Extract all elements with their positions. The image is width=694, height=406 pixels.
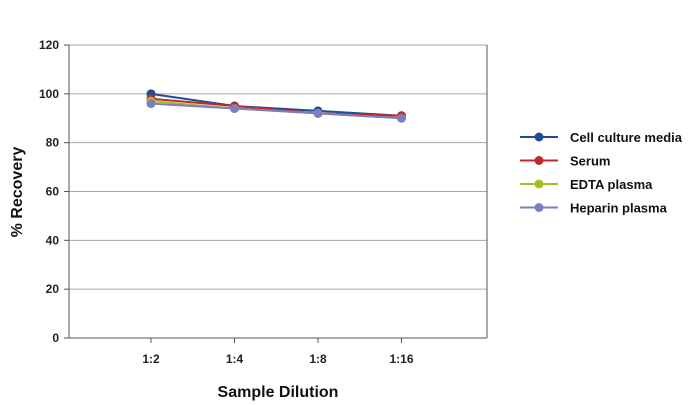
y-tick-label: 40 bbox=[46, 233, 60, 247]
x-tick-label: 1:4 bbox=[226, 352, 244, 366]
legend-label: EDTA plasma bbox=[570, 177, 653, 192]
x-tick-labels: 1:2 1:4 1:8 1:16 bbox=[142, 352, 414, 366]
y-tick-label: 80 bbox=[46, 136, 60, 150]
y-tick-label: 60 bbox=[46, 185, 60, 199]
legend-swatch-marker bbox=[534, 179, 544, 189]
data-point bbox=[397, 113, 406, 123]
y-tick-label: 120 bbox=[39, 38, 59, 52]
y-axis-title: % Recovery bbox=[9, 147, 26, 238]
x-tick-label: 1:2 bbox=[142, 352, 160, 366]
series-line bbox=[150, 97, 402, 117]
legend-label: Heparin plasma bbox=[570, 201, 668, 216]
series-line bbox=[150, 102, 402, 120]
series-lines bbox=[146, 89, 406, 123]
legend-swatch-marker bbox=[534, 132, 544, 142]
gridlines bbox=[69, 44, 487, 290]
series-line bbox=[150, 92, 402, 117]
data-point bbox=[146, 99, 156, 109]
x-tick-label: 1:8 bbox=[309, 352, 327, 366]
x-tick-label: 1:16 bbox=[389, 352, 413, 366]
y-tick-label: 0 bbox=[52, 331, 59, 345]
data-point bbox=[313, 108, 323, 118]
y-tick-label: 100 bbox=[39, 87, 59, 101]
legend-swatch-marker bbox=[534, 156, 544, 165]
legend-label: Cell culture media bbox=[570, 130, 683, 145]
y-tick-labels: 0 20 40 60 80 100 120 bbox=[39, 38, 59, 345]
y-tick-label: 20 bbox=[46, 282, 60, 296]
legend-label: Serum bbox=[570, 154, 610, 169]
legend-swatch-marker bbox=[534, 203, 544, 212]
data-point bbox=[230, 103, 239, 113]
legend: Cell culture media Serum EDTA plasma Hepari… bbox=[520, 130, 683, 216]
axes bbox=[64, 44, 488, 343]
x-axis-title: Sample Dilution bbox=[218, 384, 339, 401]
